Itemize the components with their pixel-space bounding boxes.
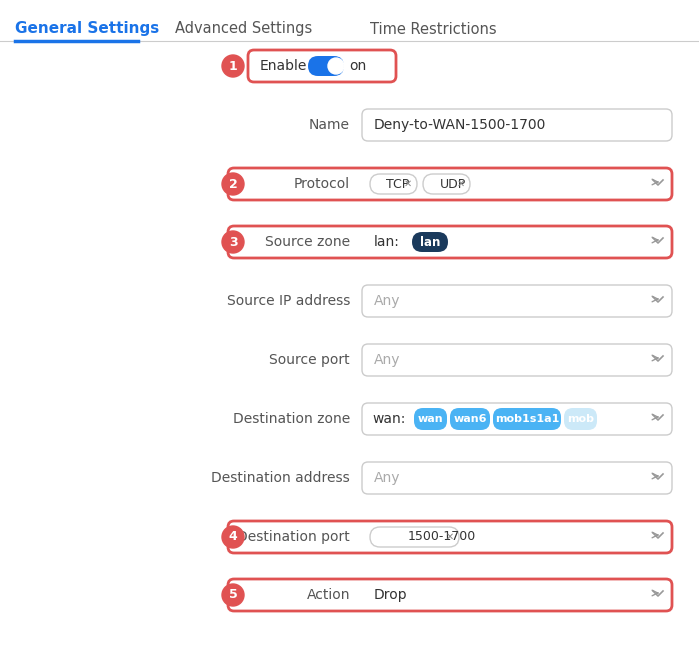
- Text: wan6: wan6: [453, 414, 487, 424]
- Circle shape: [222, 231, 244, 253]
- Text: 4: 4: [229, 530, 238, 543]
- Circle shape: [328, 58, 344, 74]
- Text: wan:: wan:: [372, 412, 405, 426]
- Text: ✕: ✕: [457, 179, 465, 189]
- Text: Source port: Source port: [269, 353, 350, 367]
- FancyBboxPatch shape: [450, 408, 490, 430]
- Text: Destination zone: Destination zone: [233, 412, 350, 426]
- FancyBboxPatch shape: [248, 50, 396, 82]
- Text: 2: 2: [229, 177, 238, 190]
- Text: 1500-1700: 1500-1700: [408, 530, 476, 543]
- Text: Enable: Enable: [260, 59, 308, 73]
- Text: mob: mob: [567, 414, 594, 424]
- Text: ✕: ✕: [446, 532, 454, 542]
- Circle shape: [222, 173, 244, 195]
- Text: Any: Any: [374, 353, 401, 367]
- FancyBboxPatch shape: [362, 109, 672, 141]
- Text: UDP: UDP: [440, 177, 466, 190]
- Circle shape: [222, 55, 244, 77]
- Text: lan: lan: [420, 235, 440, 249]
- FancyBboxPatch shape: [370, 174, 417, 194]
- FancyBboxPatch shape: [414, 408, 447, 430]
- Circle shape: [222, 584, 244, 606]
- Circle shape: [222, 526, 244, 548]
- Text: 1: 1: [229, 60, 238, 73]
- Text: TCP: TCP: [387, 177, 410, 190]
- Text: Time Restrictions: Time Restrictions: [370, 22, 496, 37]
- Text: 3: 3: [229, 235, 238, 249]
- Text: Advanced Settings: Advanced Settings: [175, 22, 312, 37]
- Text: mob1s1a1: mob1s1a1: [495, 414, 559, 424]
- FancyBboxPatch shape: [362, 579, 672, 611]
- Text: ✕: ✕: [404, 179, 412, 189]
- Text: Source zone: Source zone: [265, 235, 350, 249]
- FancyBboxPatch shape: [370, 527, 459, 547]
- FancyBboxPatch shape: [412, 232, 448, 252]
- FancyBboxPatch shape: [362, 344, 672, 376]
- FancyBboxPatch shape: [228, 226, 672, 258]
- Text: Drop: Drop: [374, 588, 408, 602]
- Text: lan:: lan:: [374, 235, 400, 249]
- Text: Source IP address: Source IP address: [226, 294, 350, 308]
- FancyBboxPatch shape: [493, 408, 561, 430]
- Text: Name: Name: [309, 118, 350, 132]
- FancyBboxPatch shape: [423, 174, 470, 194]
- Text: Deny-to-WAN-1500-1700: Deny-to-WAN-1500-1700: [374, 118, 547, 132]
- Text: General Settings: General Settings: [15, 22, 159, 37]
- Text: Destination address: Destination address: [211, 471, 350, 485]
- FancyBboxPatch shape: [228, 579, 672, 611]
- FancyBboxPatch shape: [362, 403, 672, 435]
- Text: Any: Any: [374, 294, 401, 308]
- FancyBboxPatch shape: [362, 462, 672, 494]
- FancyBboxPatch shape: [228, 521, 672, 553]
- Text: 5: 5: [229, 589, 238, 602]
- Text: on: on: [349, 59, 366, 73]
- Text: Any: Any: [374, 471, 401, 485]
- Text: Action: Action: [306, 588, 350, 602]
- Text: Destination port: Destination port: [237, 530, 350, 544]
- Text: Protocol: Protocol: [294, 177, 350, 191]
- FancyBboxPatch shape: [308, 56, 344, 76]
- FancyBboxPatch shape: [564, 408, 597, 430]
- FancyBboxPatch shape: [362, 285, 672, 317]
- Text: wan: wan: [418, 414, 443, 424]
- Text: Action: Action: [306, 588, 350, 602]
- FancyBboxPatch shape: [228, 168, 672, 200]
